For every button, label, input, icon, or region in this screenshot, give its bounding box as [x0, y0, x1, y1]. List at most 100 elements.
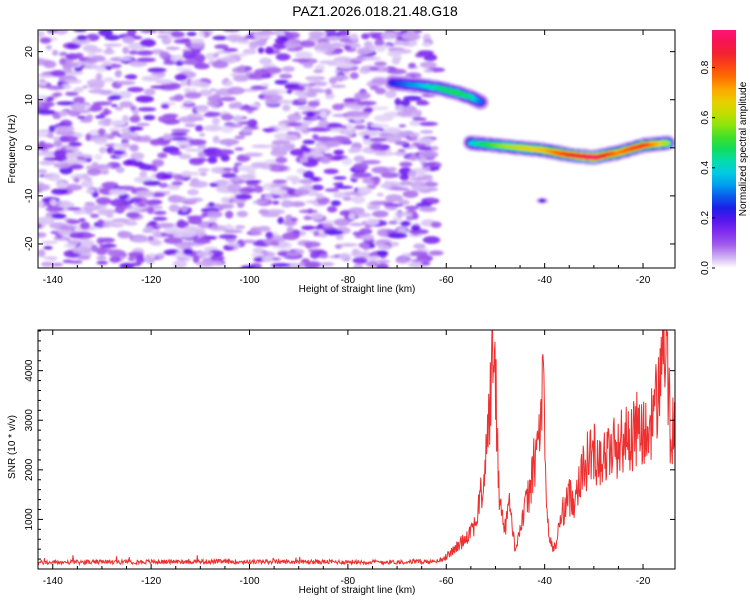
noise-cell: [322, 220, 336, 224]
snr-panel: -140 -120 -100 -80 -60 -40 -20 1000 2000 3000 4000…: [7, 329, 676, 596]
noise-cell: [384, 127, 402, 134]
y-tick-label: -20: [24, 236, 35, 251]
noise-cell: [82, 44, 99, 53]
noise-cell: [77, 255, 91, 260]
x-tick-label: -100: [240, 275, 260, 286]
noise-cell: [200, 172, 207, 176]
noise-cell: [296, 168, 307, 174]
noise-cell: [284, 41, 301, 48]
colorbar-ticks: 0.0 0.2 0.4 0.6 0.8: [700, 60, 715, 275]
noise-cell: [94, 154, 103, 160]
noise-cell: [214, 44, 229, 50]
noise-cell: [80, 180, 94, 188]
noise-cell: [262, 238, 282, 243]
noise-cell: [190, 38, 205, 44]
noise-cell: [325, 88, 333, 95]
noise-cell: [419, 150, 439, 159]
noise-cell: [156, 253, 165, 259]
noise-cell: [73, 177, 80, 183]
noise-cell: [147, 67, 167, 73]
spectrogram-frame: [37, 29, 676, 269]
noise-cell: [372, 210, 389, 218]
noise-cell: [56, 101, 77, 106]
noise-cell: [69, 232, 85, 239]
noise-cell: [285, 134, 299, 142]
noise-cell: [95, 115, 106, 119]
noise-cell: [301, 225, 316, 231]
noise-cell: [52, 136, 62, 142]
noise-cell: [308, 30, 326, 38]
noise-cell: [79, 221, 91, 230]
noise-cell: [327, 127, 347, 133]
noise-cell: [96, 237, 105, 245]
noise-cell: [109, 256, 121, 263]
noise-cell: [69, 239, 80, 245]
noise-cell: [47, 131, 54, 139]
noise-cell: [79, 240, 93, 248]
noise-cell: [92, 191, 99, 198]
noise-cell: [164, 82, 182, 90]
noise-cell: [383, 203, 404, 207]
noise-cell: [376, 259, 391, 264]
noise-cell: [138, 164, 156, 171]
noise-cell: [184, 40, 192, 48]
noise-cell: [227, 243, 240, 247]
noise-cell: [64, 91, 79, 97]
snr-xlabel: Height of straight line (km): [299, 585, 416, 596]
noise-cell: [244, 179, 262, 184]
noise-cell: [211, 223, 219, 229]
y-tick-label: 0: [24, 145, 35, 151]
noise-cell: [333, 149, 345, 155]
noise-cell: [297, 121, 313, 125]
noise-cell: [282, 66, 295, 73]
noise-cell: [130, 105, 137, 111]
noise-cell: [52, 49, 59, 56]
noise-cell: [157, 115, 176, 123]
x-tick-label: -120: [141, 576, 161, 587]
noise-cell: [410, 153, 417, 162]
noise-cell: [371, 166, 392, 174]
noise-cell: [394, 97, 401, 106]
noise-cell: [332, 182, 343, 186]
noise-cell: [74, 86, 84, 93]
noise-cell: [365, 255, 380, 261]
noise-cell: [156, 222, 175, 229]
ridge-cell: [665, 141, 670, 145]
noise-cell: [148, 221, 158, 225]
noise-cell: [394, 211, 412, 217]
noise-cell: [264, 194, 274, 201]
noise-cell: [103, 43, 123, 47]
noise-cell: [68, 163, 84, 170]
noise-cell: [400, 220, 411, 227]
noise-cell: [122, 160, 133, 166]
noise-cell: [132, 198, 143, 203]
noise-cell: [149, 139, 162, 146]
noise-cell: [114, 205, 125, 214]
noise-cell: [353, 155, 365, 163]
noise-cell: [38, 152, 43, 156]
noise-cell: [174, 73, 188, 81]
noise-cell: [333, 176, 347, 180]
noise-cell: [385, 90, 397, 99]
noise-cell: [65, 69, 73, 73]
y-tick-label: -10: [24, 188, 35, 203]
noise-cell: [240, 265, 256, 268]
noise-cell: [346, 105, 366, 110]
noise-cell: [241, 186, 256, 193]
noise-cell: [289, 201, 306, 208]
noise-cell: [227, 86, 245, 95]
noise-cell: [96, 256, 107, 260]
noise-cell: [38, 216, 55, 225]
noise-cell: [223, 229, 243, 234]
noise-cell: [225, 34, 243, 42]
noise-cell: [122, 142, 131, 149]
noise-cell: [396, 111, 413, 116]
noise-cell: [160, 103, 170, 109]
noise-cell: [41, 261, 54, 267]
x-tick-label: -60: [439, 275, 454, 286]
noise-cell: [238, 65, 246, 73]
noise-cell: [119, 101, 133, 108]
noise-cell: [76, 156, 85, 161]
colorbar-tick-label: 0.2: [700, 211, 711, 225]
noise-cell: [254, 30, 274, 36]
